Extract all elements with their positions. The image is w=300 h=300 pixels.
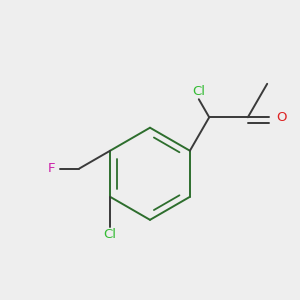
Text: Cl: Cl [103, 228, 117, 241]
Text: Cl: Cl [192, 85, 205, 98]
Text: O: O [276, 111, 286, 124]
Text: F: F [48, 162, 56, 175]
